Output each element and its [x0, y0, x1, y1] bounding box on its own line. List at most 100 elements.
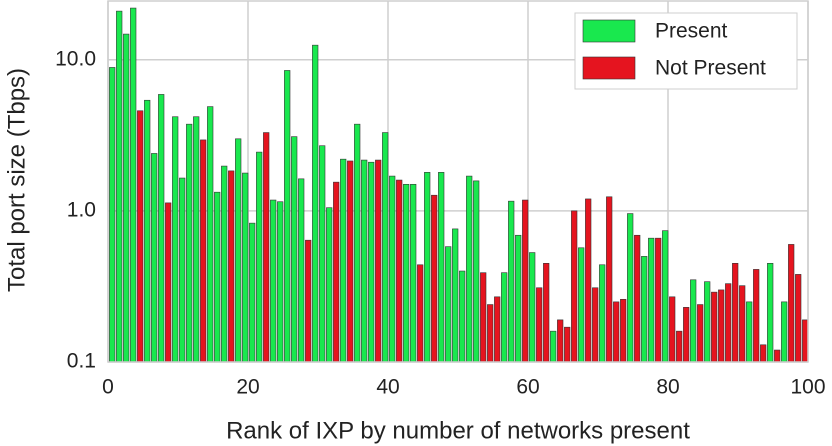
bar	[207, 106, 214, 363]
bar	[389, 175, 396, 363]
bar	[445, 246, 452, 363]
bar	[221, 165, 228, 363]
bar	[795, 274, 802, 363]
bar	[326, 207, 333, 363]
bar	[550, 330, 557, 363]
bar	[158, 94, 165, 363]
bar	[186, 123, 193, 363]
bar	[767, 263, 774, 363]
bar	[494, 296, 501, 363]
legend-label: Not Present	[655, 57, 766, 80]
bar	[172, 116, 179, 363]
bar	[403, 183, 410, 363]
bar	[298, 178, 305, 363]
bar	[613, 301, 620, 363]
bar	[284, 70, 291, 363]
bar	[774, 349, 781, 363]
bar	[725, 283, 732, 363]
bar	[711, 291, 718, 363]
bar	[193, 116, 200, 363]
bar	[739, 285, 746, 363]
bar	[578, 247, 585, 363]
bar	[704, 281, 711, 363]
bar	[718, 289, 725, 363]
bar	[746, 301, 753, 363]
y-tick-label: 0.1	[67, 350, 96, 373]
x-tick-label: 80	[656, 376, 679, 399]
bar	[200, 139, 207, 363]
bar	[515, 234, 522, 363]
bar	[130, 7, 137, 363]
bar	[277, 201, 284, 363]
bar	[473, 180, 480, 363]
bar	[627, 213, 634, 363]
bar	[487, 304, 494, 363]
y-axis-label: Total port size (Tbps)	[3, 68, 30, 292]
bar	[291, 136, 298, 363]
x-tick-label: 60	[516, 376, 539, 399]
bar	[781, 301, 788, 363]
bar	[410, 183, 417, 363]
legend-label: Present	[655, 20, 728, 43]
bar	[634, 234, 641, 363]
bar	[137, 110, 144, 363]
bar	[669, 296, 676, 363]
bar	[592, 287, 599, 363]
bar	[333, 181, 340, 363]
bar	[249, 222, 256, 363]
bar	[256, 151, 263, 363]
bar	[648, 237, 655, 363]
bar	[123, 33, 130, 363]
bar	[788, 244, 795, 363]
bar	[270, 199, 277, 363]
legend-swatch	[582, 56, 636, 80]
bar	[543, 263, 550, 363]
bar	[466, 175, 473, 363]
bar	[585, 198, 592, 363]
bar	[480, 272, 487, 363]
bar	[375, 159, 382, 363]
bar	[802, 319, 809, 363]
bar	[452, 228, 459, 363]
x-tick-label: 20	[236, 376, 259, 399]
bar	[753, 269, 760, 363]
bar	[536, 287, 543, 363]
bar	[179, 177, 186, 363]
bar	[109, 67, 116, 363]
bar	[319, 145, 326, 363]
bar	[144, 99, 151, 363]
bar	[368, 161, 375, 363]
bar	[235, 138, 242, 363]
x-tick-label: 40	[376, 376, 399, 399]
bar	[641, 256, 648, 363]
plot-frame	[107, 0, 809, 363]
bar	[557, 319, 564, 363]
x-axis-label: Rank of IXP by number of networks presen…	[226, 417, 690, 444]
bar	[522, 199, 529, 363]
y-tick-label: 10.0	[55, 47, 96, 70]
bar	[228, 170, 235, 363]
legend-swatch	[582, 19, 636, 43]
bar	[382, 132, 389, 363]
bar	[529, 252, 536, 363]
bar	[683, 307, 690, 363]
bar	[732, 263, 739, 363]
bar	[599, 264, 606, 363]
bar	[571, 210, 578, 363]
bar	[263, 132, 270, 363]
bar	[165, 202, 172, 363]
bar	[424, 172, 431, 363]
x-tick-label: 0	[102, 376, 114, 399]
bar	[697, 304, 704, 363]
bar	[116, 10, 123, 363]
bar	[347, 160, 354, 363]
bar	[361, 159, 368, 363]
bar	[354, 123, 361, 363]
bar	[417, 264, 424, 363]
bar	[459, 270, 466, 363]
bar	[305, 239, 312, 363]
bar	[655, 237, 662, 363]
bar	[396, 179, 403, 363]
